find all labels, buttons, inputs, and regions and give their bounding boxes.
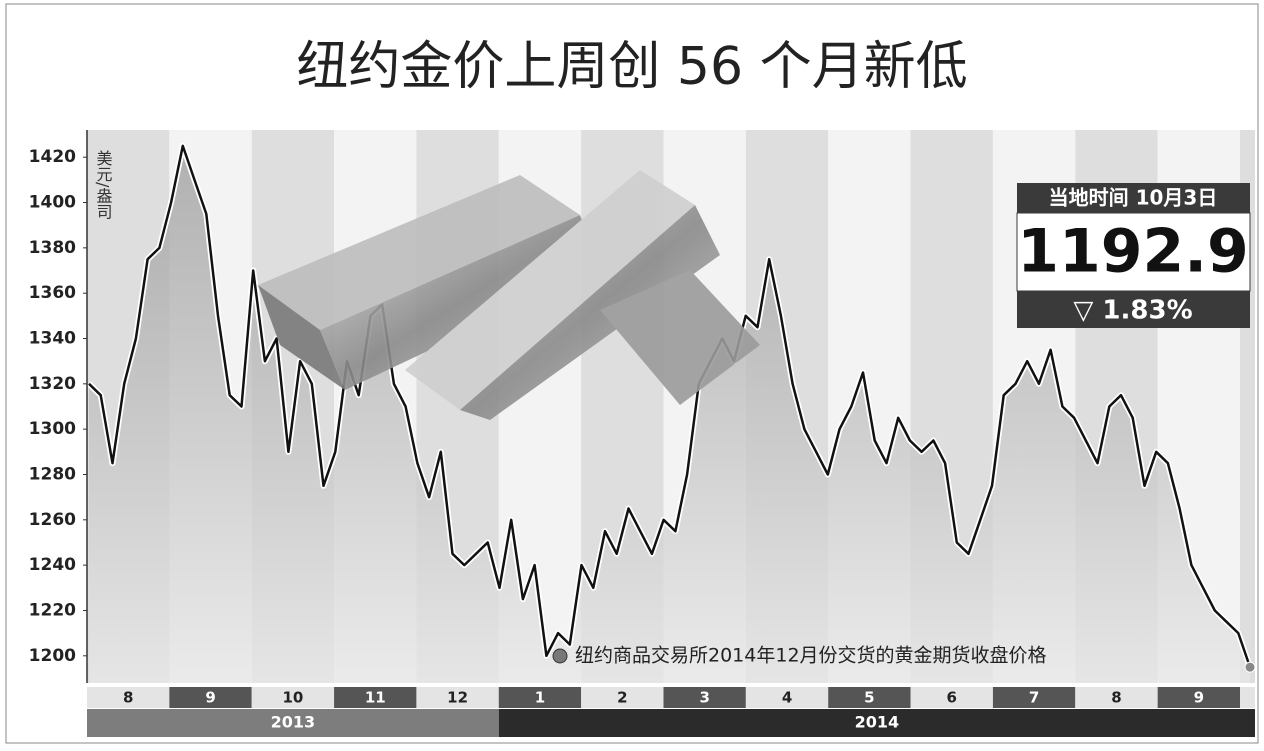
legend-label: 纽约商品交易所2014年12月份交货的黄金期货收盘价格 xyxy=(575,645,1047,667)
month-cell xyxy=(581,687,664,708)
y-tick-label: 1380 xyxy=(29,238,76,258)
month-label: 1 xyxy=(535,689,545,707)
month-label: 11 xyxy=(365,689,386,707)
y-tick-label: 1260 xyxy=(29,510,76,530)
month-label: 3 xyxy=(699,689,709,707)
y-tick-label: 1200 xyxy=(29,646,76,666)
y-tick-label: 1220 xyxy=(29,600,76,620)
year-label: 2014 xyxy=(855,713,900,732)
month-label: 2 xyxy=(617,689,627,707)
month-cell xyxy=(169,687,252,708)
y-tick-label: 1340 xyxy=(29,329,76,349)
month-cell xyxy=(498,687,582,708)
month-cell xyxy=(910,687,993,708)
month-cell xyxy=(828,687,911,708)
callout-header: 当地时间 10月3日 xyxy=(1049,186,1218,210)
month-label: 9 xyxy=(1194,689,1204,707)
callout-value: 1192.9 xyxy=(1017,217,1249,287)
y-tick-label: 1300 xyxy=(29,419,76,439)
y-tick-label: 1420 xyxy=(29,147,76,167)
year-cell xyxy=(498,709,1255,737)
y-tick-label: 1320 xyxy=(29,374,76,394)
month-cell xyxy=(1240,687,1255,708)
callout-change: ▽ 1.83% xyxy=(1073,296,1192,326)
month-label: 7 xyxy=(1029,689,1039,707)
chart-title: 纽约金价上周创 56 个月新低 xyxy=(296,37,967,97)
year-label: 2013 xyxy=(271,713,316,732)
month-label: 12 xyxy=(447,689,468,707)
callout-header-bg xyxy=(1017,183,1250,213)
month-label: 5 xyxy=(864,689,874,707)
month-label: 6 xyxy=(947,689,957,707)
month-label: 9 xyxy=(205,689,215,707)
month-cell xyxy=(992,687,1076,708)
line xyxy=(88,144,1252,668)
month-cell xyxy=(334,687,417,708)
month-cell xyxy=(745,687,829,708)
month-cell xyxy=(416,687,499,708)
year-cell xyxy=(87,709,499,737)
month-cell xyxy=(1157,687,1240,708)
end-dot xyxy=(1244,661,1256,673)
y-tick-label: 1240 xyxy=(29,555,76,575)
callout-change-bg xyxy=(1017,291,1250,328)
month-cell xyxy=(251,687,335,708)
month-label: 4 xyxy=(782,689,792,707)
y-axis-label: 美元/盎司 xyxy=(94,150,113,219)
callout-value-bg xyxy=(1016,212,1251,292)
month-cell xyxy=(1075,687,1158,708)
month-label: 10 xyxy=(282,689,303,707)
y-tick-label: 1280 xyxy=(29,464,76,484)
month-cell xyxy=(87,687,170,708)
gold-bars xyxy=(258,170,760,420)
month-cell xyxy=(663,687,746,708)
month-label: 8 xyxy=(1111,689,1121,707)
month-label: 8 xyxy=(123,689,133,707)
legend-dot xyxy=(552,648,568,664)
y-tick-label: 1400 xyxy=(29,193,76,213)
y-tick-label: 1360 xyxy=(29,283,76,303)
